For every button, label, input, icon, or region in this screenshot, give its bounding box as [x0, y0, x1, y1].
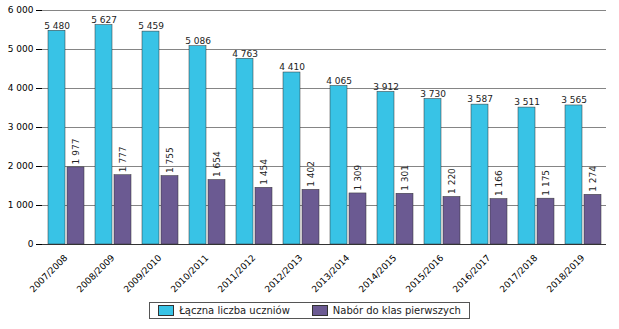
svg-text:2015/2016: 2015/2016	[404, 253, 446, 295]
html-text:Łączna liczba uczniów: Łączna liczba uczniów	[179, 305, 290, 316]
svg-text:2007/2008: 2007/2008	[28, 253, 70, 295]
svg-text:2016/2017: 2016/2017	[451, 253, 493, 295]
svg-text:4 000: 4 000	[8, 83, 34, 93]
svg-text:1 166: 1 166	[494, 170, 504, 196]
svg-text:5 627: 5 627	[91, 15, 117, 25]
svg-text:2013/2014: 2013/2014	[310, 253, 352, 295]
svg-text:2 000: 2 000	[8, 161, 34, 171]
svg-text:1 977: 1 977	[71, 139, 81, 165]
svg-text:6 000: 6 000	[8, 5, 34, 15]
svg-text:0: 0	[28, 239, 34, 249]
html-text:Nabór do klas pierwszych: Nabór do klas pierwszych	[332, 305, 461, 316]
svg-text:2012/2013: 2012/2013	[263, 253, 305, 295]
svg-text:5 086: 5 086	[185, 36, 211, 46]
svg-text:1 175: 1 175	[541, 170, 551, 196]
svg-text:3 000: 3 000	[8, 122, 34, 132]
svg-text:1 402: 1 402	[306, 161, 316, 187]
svg-text:2010/2011: 2010/2011	[169, 253, 211, 295]
svg-text:2017/2018: 2017/2018	[498, 253, 540, 295]
svg-text:1 777: 1 777	[118, 146, 128, 172]
svg-text:1 309: 1 309	[353, 164, 363, 190]
svg-text:1 755: 1 755	[165, 147, 175, 173]
svg-text:3 912: 3 912	[373, 82, 399, 92]
svg-text:5 480: 5 480	[44, 21, 70, 31]
svg-text:5 459: 5 459	[138, 21, 164, 31]
svg-text:2018/2019: 2018/2019	[545, 253, 587, 295]
svg-text:4 763: 4 763	[232, 49, 258, 59]
svg-text:1 000: 1 000	[8, 200, 34, 210]
svg-text:2008/2009: 2008/2009	[75, 253, 117, 295]
svg-text:1 301: 1 301	[400, 165, 410, 191]
svg-text:2009/2010: 2009/2010	[122, 253, 164, 295]
svg-text:1 654: 1 654	[212, 151, 222, 177]
svg-text:1 220: 1 220	[447, 168, 457, 194]
svg-text:2014/2015: 2014/2015	[357, 253, 399, 295]
svg-text:2011/2012: 2011/2012	[216, 253, 258, 295]
svg-text:4 065: 4 065	[326, 76, 352, 86]
svg-text:1 274: 1 274	[588, 166, 598, 192]
svg-text:5 000: 5 000	[8, 44, 34, 54]
svg-text:1 454: 1 454	[259, 159, 269, 185]
svg-text:4 410: 4 410	[279, 62, 305, 72]
svg-text:3 730: 3 730	[420, 89, 446, 99]
svg-text:3 587: 3 587	[467, 94, 493, 104]
svg-text:3 511: 3 511	[514, 97, 540, 107]
svg-text:3 565: 3 565	[561, 95, 587, 105]
